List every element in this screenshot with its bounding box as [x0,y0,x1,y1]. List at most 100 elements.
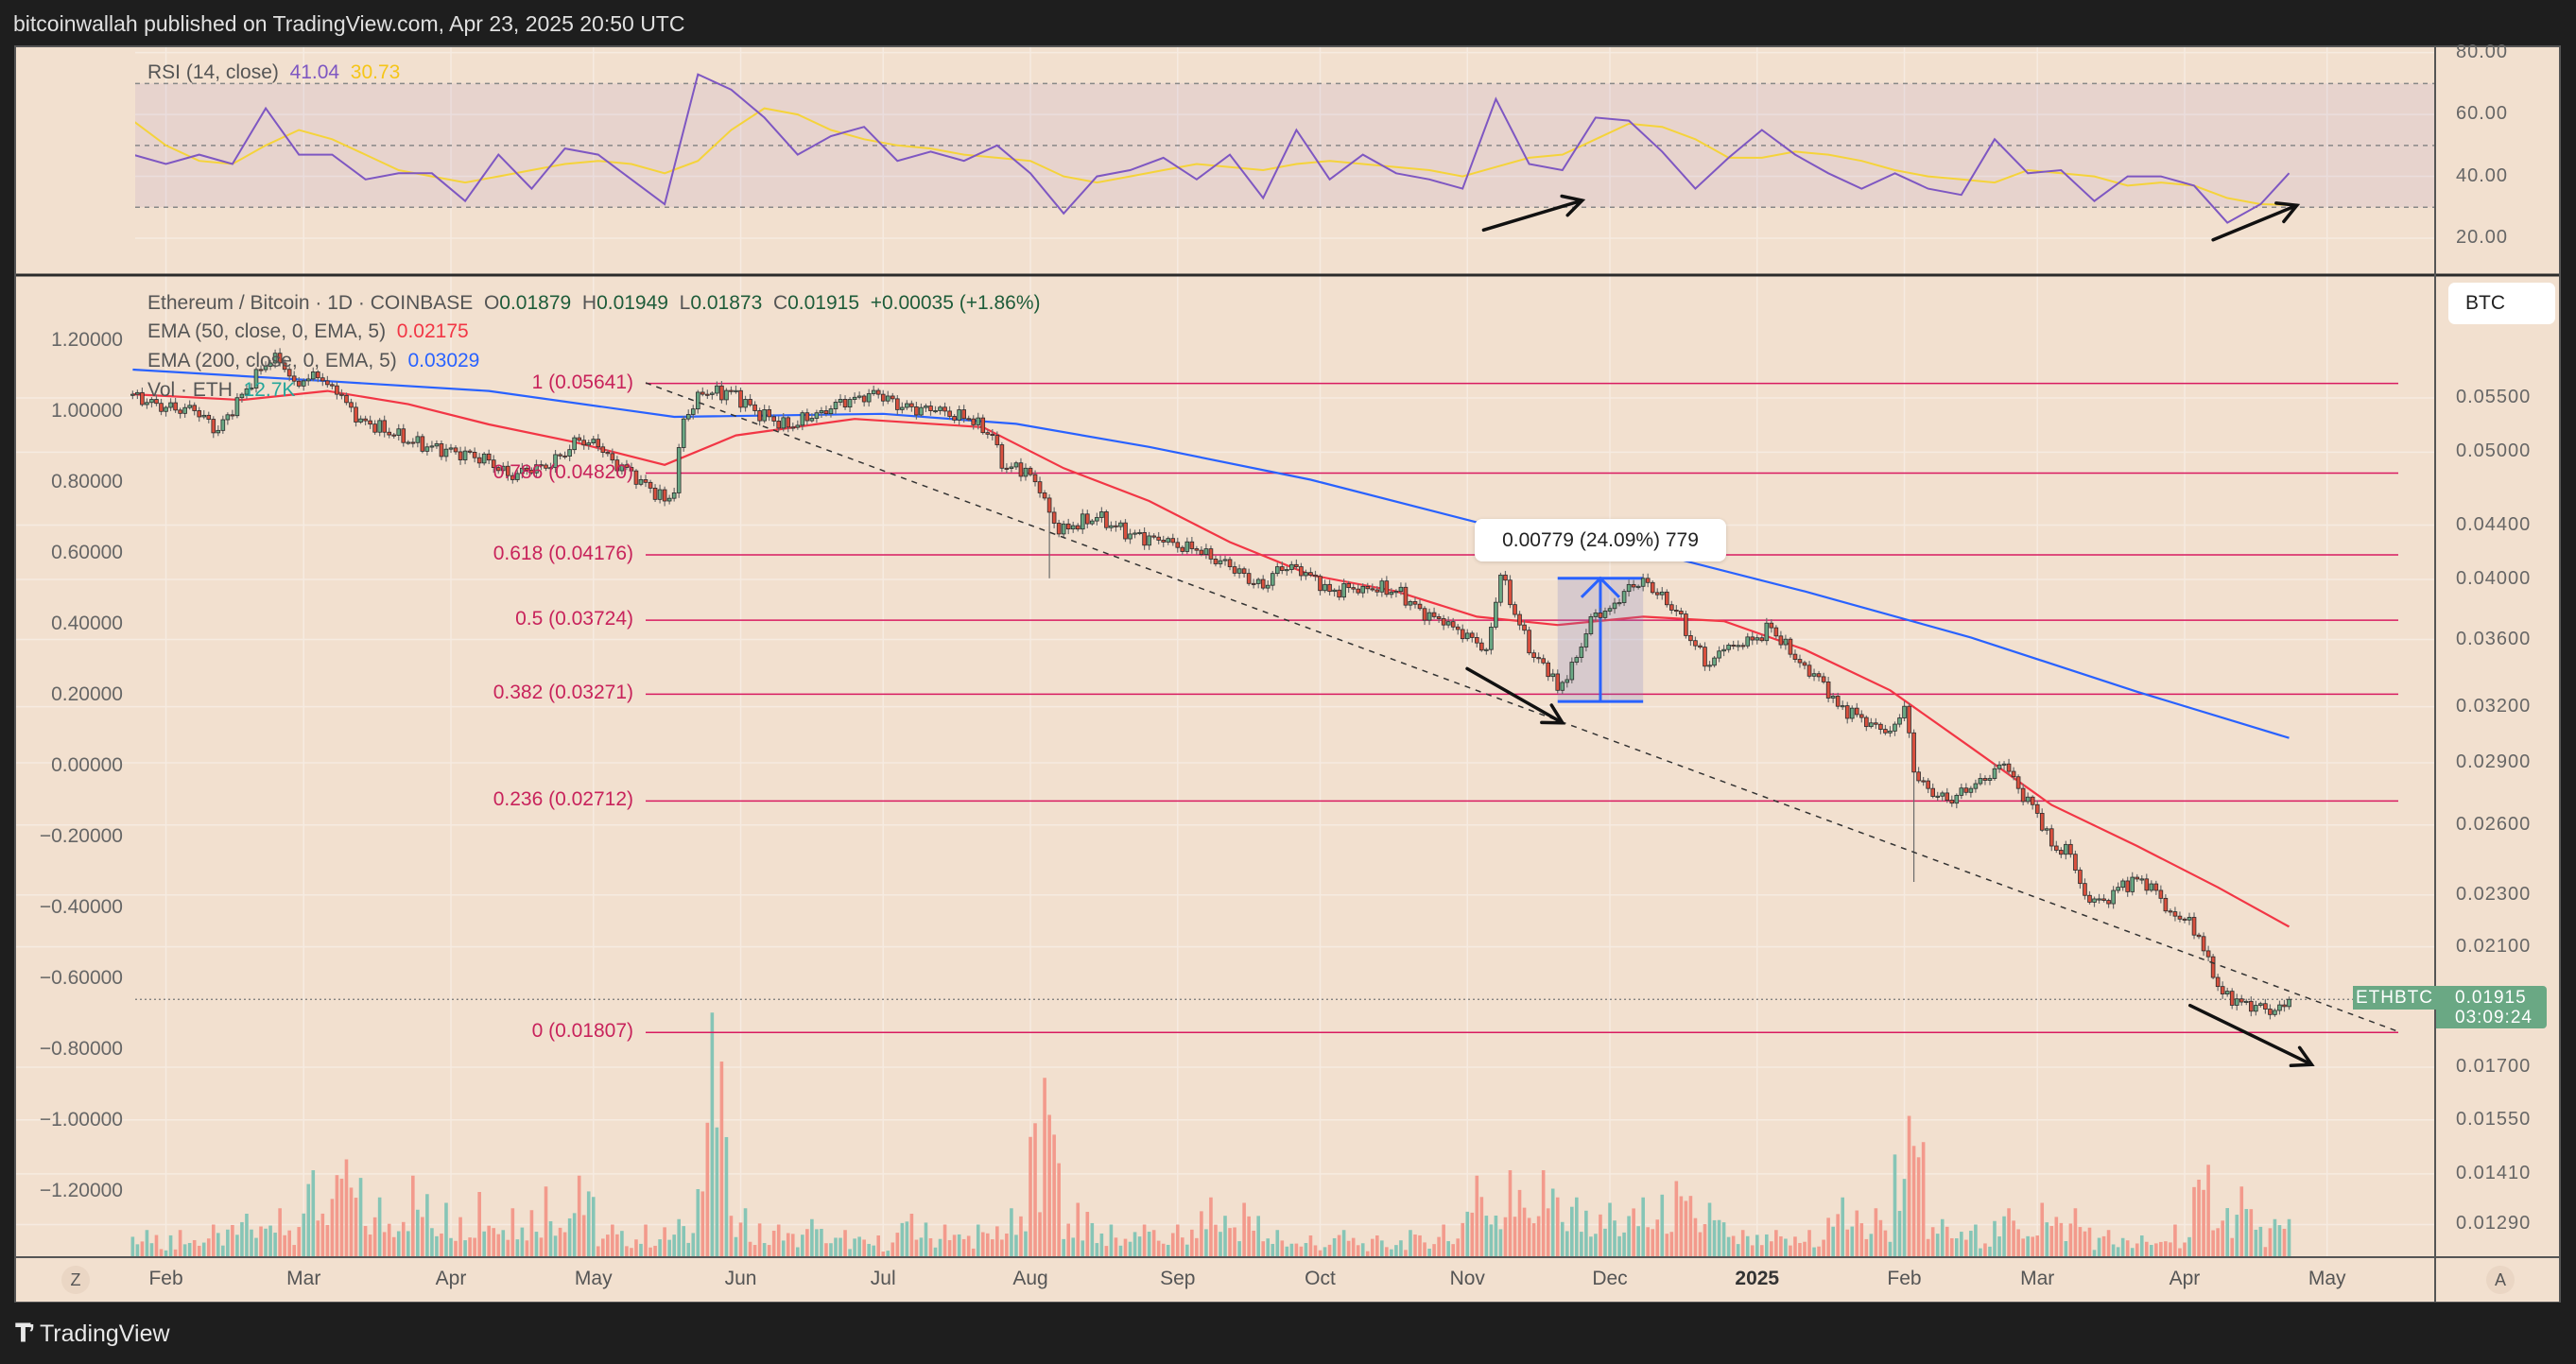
candle-body [657,489,663,500]
candle-body [1968,787,1974,793]
volume-bar [1104,1246,1109,1257]
candle [2177,911,2183,923]
candle [909,400,914,412]
candle [2258,1001,2263,1008]
candle-body [2201,936,2206,952]
candle-body [1825,681,1831,699]
candle-body [1684,613,1688,636]
candle-body [1403,586,1409,606]
candle [819,406,824,419]
candle-body [1061,523,1066,535]
volume-bar [311,1170,316,1257]
volume-bar [2021,1238,2025,1257]
candle-body [230,414,235,417]
candle [2220,981,2225,999]
candle-body [1513,604,1517,615]
candle [880,389,886,406]
candle [211,416,216,439]
price-range-measure[interactable] [1557,576,1644,703]
candle [1816,670,1822,682]
candle-body [173,402,178,411]
candle-body [1090,520,1095,525]
candle-body [629,467,634,472]
candle [1408,599,1413,611]
candle [1289,561,1294,574]
candle-body [757,410,762,422]
tradingview-logo[interactable]: 𝐓’ TradingView [15,1319,170,1349]
volume-bar [1693,1217,1698,1257]
volume-bar [1137,1236,1142,1257]
candle-body [1417,603,1423,610]
candle-body [1745,636,1751,647]
chart-frame[interactable] [15,46,2560,1303]
volume-bar [1983,1243,1987,1257]
candle-body [1189,541,1195,549]
candle [1954,793,1960,809]
candle-body [1921,780,1926,783]
volume-legend[interactable]: Vol · ETH 12.7K [147,379,295,402]
candle [448,443,454,454]
drawings[interactable] [645,194,2399,1068]
candle [572,435,577,455]
ema200-legend[interactable]: EMA (200, close, 0, EMA, 5) 0.03029 [147,350,479,372]
candle [1684,611,1688,639]
candle-body [506,465,510,476]
candle-body [2125,880,2130,892]
candle-body [544,464,548,469]
currency-button[interactable]: BTC [2448,283,2555,324]
candle-body [1588,616,1594,634]
candle-body [1750,636,1755,641]
candle-body [1536,657,1541,660]
volume-bar [1461,1222,1465,1257]
candle-body [1056,523,1062,535]
candle [1341,578,1346,601]
candle [130,390,135,400]
candle-body [486,453,492,461]
ema50-legend[interactable]: EMA (50, close, 0, EMA, 5) 0.02175 [147,320,469,343]
price-divergence-arrow-icon [1465,666,1566,725]
volume-bar [2106,1230,2111,1257]
volume-bar [1993,1220,1997,1257]
candle [1621,588,1627,607]
auto-scale-button[interactable]: A [2486,1266,2515,1294]
candle-body [767,409,771,418]
volume-bar [539,1237,544,1257]
volume-bar [1095,1243,1099,1257]
volume-bar [1779,1235,1783,1257]
candle-body [1374,589,1380,593]
candle-body [715,385,719,394]
left-axis-label: 0.60000 [51,542,123,563]
candle [396,423,402,441]
candle-body [2229,991,2235,1006]
volume-bar [1845,1229,1850,1257]
candle-body [1384,580,1390,596]
fibonacci-retracement[interactable] [135,382,2435,1033]
candle-body [734,389,738,392]
candle-body [1184,541,1190,552]
candle-body [2120,880,2125,889]
candle-body [819,410,824,414]
candle-body [776,421,782,429]
time-axis-label: Oct [1305,1268,1336,1289]
low-value: 0.01873 [690,292,763,314]
candle-body [2177,915,2183,920]
candle-body [1075,525,1081,530]
candle [520,462,525,479]
rsi-legend: RSI (14, close) 41.04 30.73 [147,61,400,84]
volume-bar [391,1236,396,1257]
volume-bar [2092,1250,2097,1257]
candle-body [2163,897,2169,912]
volume-bar [1969,1231,1973,1257]
candle-body [1299,566,1304,577]
zoom-reset-button[interactable]: Z [61,1266,90,1294]
candle-body [439,443,444,458]
candle [2054,840,2059,854]
candle-body [1740,645,1745,647]
left-axis-label: −1.00000 [39,1109,123,1131]
candle-body [1203,548,1209,555]
volume-bar [933,1247,938,1257]
candle-body [1807,665,1812,677]
candle [1170,533,1176,546]
candle-body [1436,615,1442,619]
